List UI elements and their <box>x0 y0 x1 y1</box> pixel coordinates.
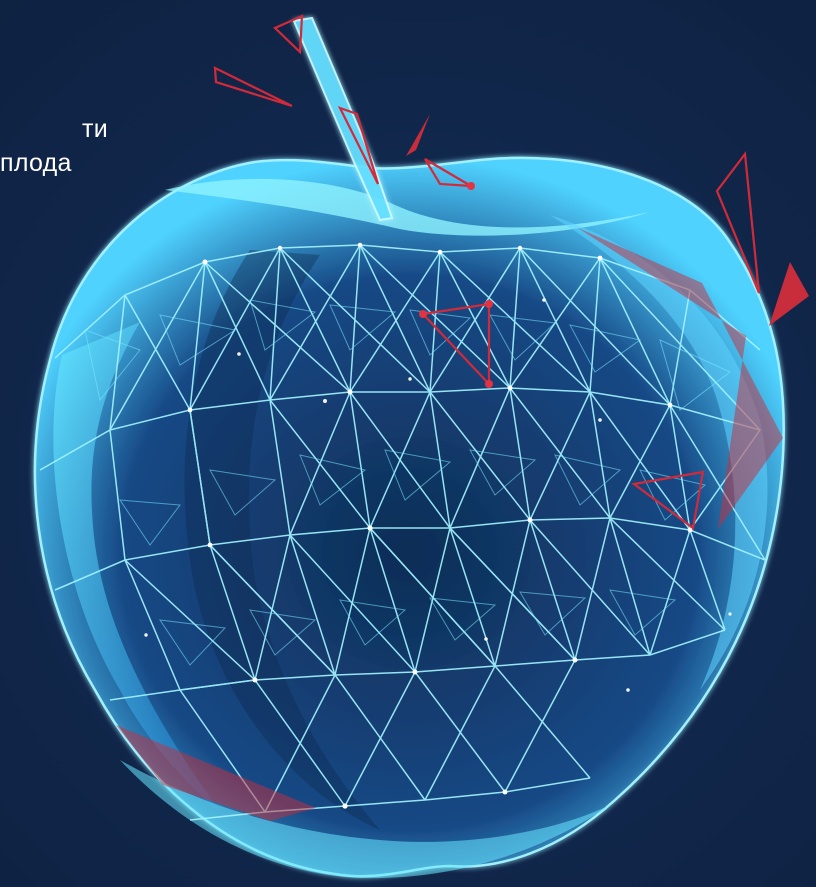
red-triangle-upper-left <box>213 66 293 108</box>
red-triangle-lower-right <box>631 470 705 530</box>
red-band-right <box>578 228 783 529</box>
apple-left-band <box>53 322 220 812</box>
apple-right-band <box>550 215 768 690</box>
mesh-vertices <box>187 242 693 809</box>
red-triangle-center <box>420 302 491 387</box>
red-triangle-right-outline <box>715 151 761 294</box>
mesh-fine-triangles <box>84 299 731 666</box>
red-triangle-top-right <box>424 158 472 188</box>
apple-bottom-band <box>120 760 612 879</box>
mesh-lines <box>39 243 766 821</box>
red-accent-nodes <box>419 182 493 388</box>
red-triangle-stem <box>337 106 380 185</box>
red-accent-triangles <box>213 14 761 530</box>
red-band-bottom-left <box>116 725 316 821</box>
apple-stem <box>292 16 394 222</box>
caption-line-1: ти <box>82 115 109 143</box>
red-accent-fills <box>116 114 809 821</box>
red-triangle-top <box>273 14 304 55</box>
caption-text: ти плода <box>0 112 140 180</box>
caption-line-2: плода <box>0 149 72 177</box>
sparkles <box>144 298 732 692</box>
red-shard-right <box>769 262 809 326</box>
apple-body <box>33 156 785 878</box>
apple-inner-shadow <box>184 250 380 830</box>
apple-top-rim <box>165 178 650 236</box>
red-shard-top <box>406 114 430 156</box>
